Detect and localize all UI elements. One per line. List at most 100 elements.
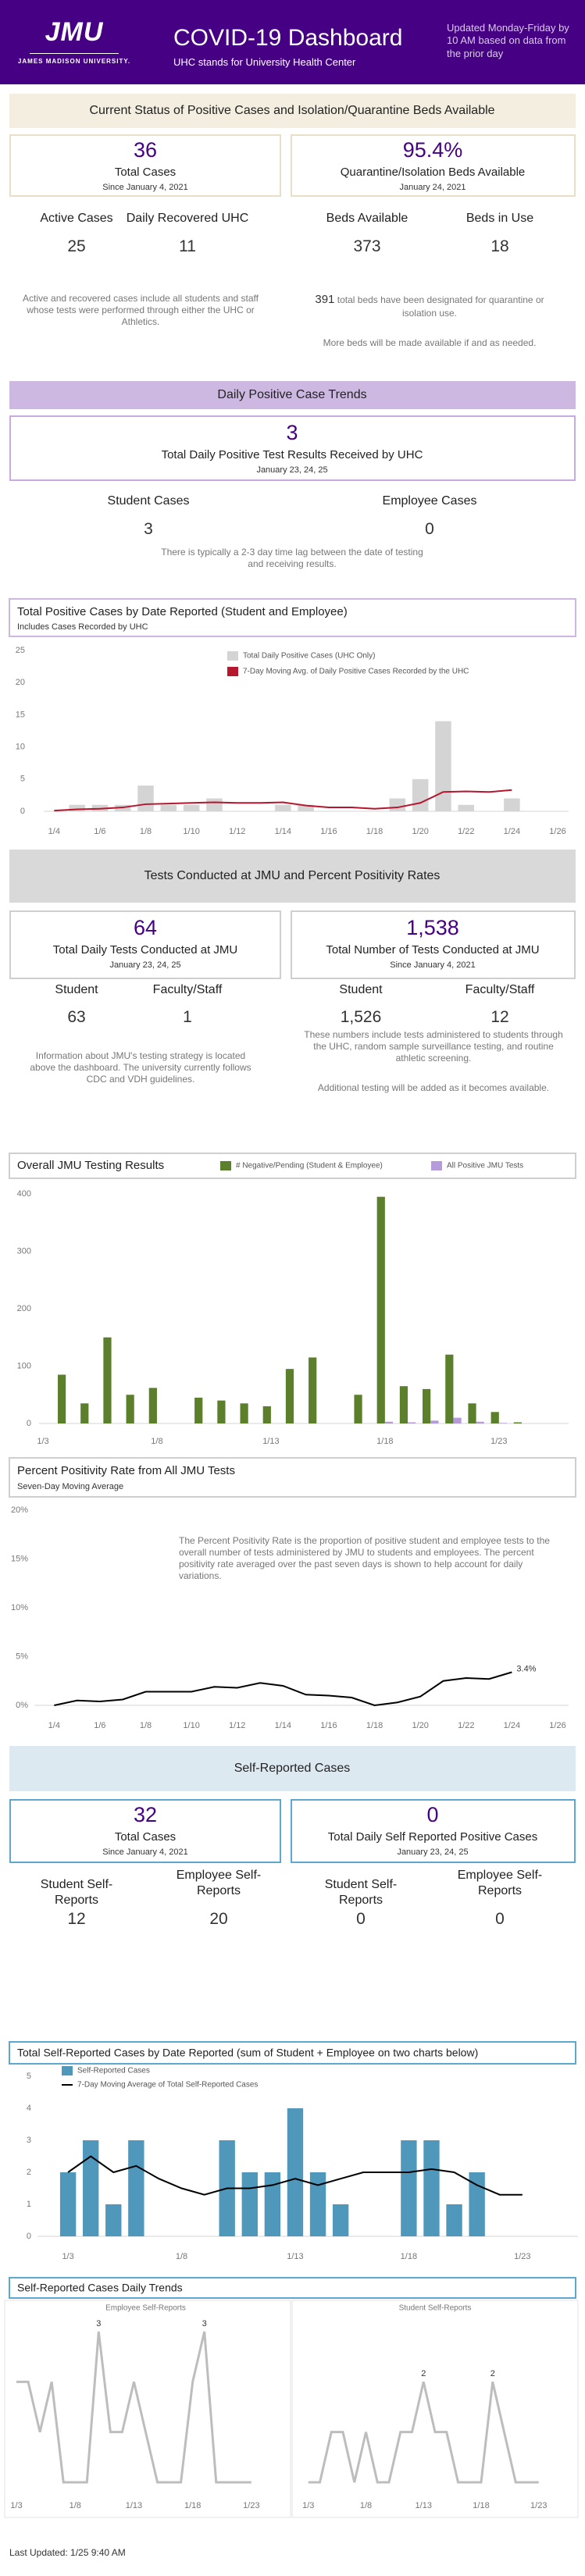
- bar: [126, 1395, 134, 1423]
- banner-title: Daily Positive Case Trends: [217, 388, 367, 401]
- card-date: Since January 4, 2021: [102, 1847, 188, 1857]
- bar: [435, 721, 451, 811]
- card: [291, 910, 576, 979]
- legend-swatch: [220, 1161, 231, 1170]
- update-note: Updated Monday-Friday by 10 AM based on …: [447, 22, 569, 59]
- chart-header: [9, 2277, 576, 2299]
- panel-frame: [4, 2300, 291, 2518]
- banner-title: Tests Conducted at JMU and Percent Posit…: [144, 869, 441, 882]
- bar: [206, 798, 223, 811]
- bar: [217, 1400, 226, 1423]
- legend-label: # Negative/Pending (Student & Employee): [236, 1162, 383, 1170]
- card-label: Quarantine/Isolation Beds Available: [340, 166, 526, 179]
- card-date: January 23, 24, 25: [397, 1847, 469, 1857]
- x-tick-label: 1/13: [262, 1437, 279, 1446]
- bar: [160, 804, 177, 811]
- note: Active and recovered cases include all s…: [23, 293, 259, 327]
- stat-label: Student Self-Reports: [40, 1878, 113, 1907]
- x-tick-label: 1/20: [412, 1721, 428, 1730]
- bar: [309, 2172, 326, 2236]
- stat-value: 25: [67, 237, 86, 255]
- testing-results-chart: Overall JMU Testing Results 0 100 200 300 40…: [9, 1153, 576, 1446]
- x-tick-label: 1/13: [287, 2252, 303, 2261]
- stat-value: 12: [67, 1910, 86, 1928]
- bar: [476, 1421, 484, 1423]
- page-title: COVID-19 Dashboard: [173, 25, 403, 51]
- y-tick-label: 300: [17, 1246, 31, 1256]
- card-value: 95.4%: [402, 138, 463, 162]
- y-tick-label: 0: [20, 807, 25, 816]
- bar: [332, 2204, 349, 2236]
- legend-swatch: [62, 2066, 73, 2075]
- legend-label: All Positive JMU Tests: [447, 1162, 523, 1170]
- card-date: January 23, 24, 25: [256, 465, 328, 475]
- x-tick-label: 1/14: [275, 827, 291, 836]
- series-line: [67, 2155, 523, 2196]
- bar: [504, 798, 520, 811]
- x-tick-label: 1/12: [229, 1721, 245, 1730]
- card: [9, 134, 281, 197]
- x-tick-label: 1/23: [530, 2501, 547, 2510]
- stat-value: 12: [490, 1008, 509, 1026]
- x-tick-label: 1/6: [94, 827, 105, 836]
- x-tick-label: 1/26: [549, 1721, 565, 1730]
- bar: [57, 1374, 66, 1423]
- stat-value: 1: [183, 1008, 192, 1026]
- bar: [183, 804, 200, 811]
- note: More beds will be made available if and …: [323, 337, 537, 348]
- y-tick-label: 25: [16, 646, 25, 655]
- bar: [468, 1403, 476, 1423]
- y-tick-label: 20: [16, 678, 25, 687]
- stat-label: Student: [339, 983, 383, 996]
- x-tick-label: 1/12: [229, 827, 245, 836]
- bar: [287, 2108, 304, 2236]
- bar: [430, 1420, 439, 1423]
- y-tick-label: 400: [17, 1189, 31, 1199]
- x-tick-label: 1/6: [94, 1721, 105, 1730]
- y-tick-label: 5: [27, 2072, 31, 2081]
- card-label: Total Number of Tests Conducted at JMU: [326, 943, 540, 957]
- banner: [9, 1746, 576, 1791]
- stat-value: 18: [490, 237, 509, 255]
- bar: [148, 1388, 157, 1423]
- stat-label: Student Cases: [107, 494, 190, 508]
- data-label: 2: [421, 2369, 426, 2378]
- bar: [241, 2172, 258, 2236]
- banner-title: Self-Reported Cases: [234, 1762, 351, 1775]
- card-label: Total Daily Positive Test Results Receiv…: [161, 448, 423, 461]
- beds-text: total beds have been designated for quar…: [337, 294, 544, 319]
- self-reported-chart: Total Self-Reported Cases by Date Report…: [9, 2041, 578, 2261]
- bar: [59, 2172, 77, 2236]
- chart-title: Total Positive Cases by Date Reported (S…: [17, 605, 348, 618]
- stat-value: 3: [144, 520, 153, 538]
- y-tick-label: 100: [17, 1361, 31, 1370]
- positivity-chart: Percent Positivity Rate from All JMU Tes…: [9, 1457, 576, 1730]
- bar: [69, 804, 85, 811]
- y-tick-label: 20%: [11, 1505, 28, 1515]
- x-tick-label: 1/8: [140, 1721, 152, 1730]
- bar: [80, 1403, 89, 1423]
- y-tick-label: 15%: [11, 1554, 28, 1563]
- banner: [9, 381, 576, 409]
- x-tick-label: 1/24: [504, 827, 520, 836]
- last-updated: Last Updated: 1/25 9:40 AM: [9, 2547, 126, 2558]
- bar: [446, 2204, 462, 2236]
- series-line: [16, 2331, 251, 2484]
- chart-title: Percent Positivity Rate from All JMU Tes…: [17, 1464, 235, 1477]
- stat-value: 20: [209, 1910, 228, 1928]
- x-tick-label: 1/22: [458, 827, 474, 836]
- banner-title: Current Status of Positive Cases and Iso…: [89, 104, 495, 117]
- x-tick-label: 1/16: [320, 827, 337, 836]
- x-tick-label: 1/4: [48, 827, 60, 836]
- card-value: 32: [133, 1803, 158, 1826]
- series-line: [54, 789, 512, 812]
- bar: [103, 1337, 112, 1423]
- stat-label: Faculty/Staff: [152, 983, 223, 996]
- chart-title: Self-Reported Cases Daily Trends: [17, 2282, 183, 2294]
- y-tick-label: 2: [27, 2168, 31, 2177]
- x-tick-label: 1/13: [126, 2501, 142, 2510]
- x-tick-label: 1/3: [37, 1437, 48, 1446]
- bar: [384, 1421, 394, 1423]
- bar: [389, 798, 406, 811]
